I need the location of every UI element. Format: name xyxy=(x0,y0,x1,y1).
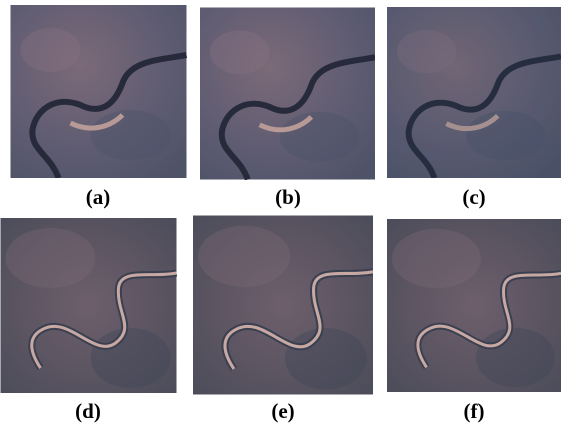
panel-d: (d) xyxy=(1,218,177,423)
panel-a: (a) xyxy=(11,5,187,209)
caption: (d) xyxy=(75,399,101,423)
caption: (b) xyxy=(275,185,301,209)
image xyxy=(200,7,375,179)
figure: (a) (b) (c) (d) (e) (f) xyxy=(0,0,563,429)
panel-f: (f) xyxy=(387,219,561,423)
caption: (e) xyxy=(271,399,294,423)
image xyxy=(11,5,187,178)
caption: (c) xyxy=(462,185,485,209)
image xyxy=(387,219,561,392)
image xyxy=(1,218,177,393)
panel-e: (e) xyxy=(193,216,373,423)
panel-c: (c) xyxy=(387,7,561,209)
caption: (a) xyxy=(86,185,111,209)
panel-b: (b) xyxy=(200,7,375,208)
caption: (f) xyxy=(464,399,485,423)
image xyxy=(193,216,373,395)
